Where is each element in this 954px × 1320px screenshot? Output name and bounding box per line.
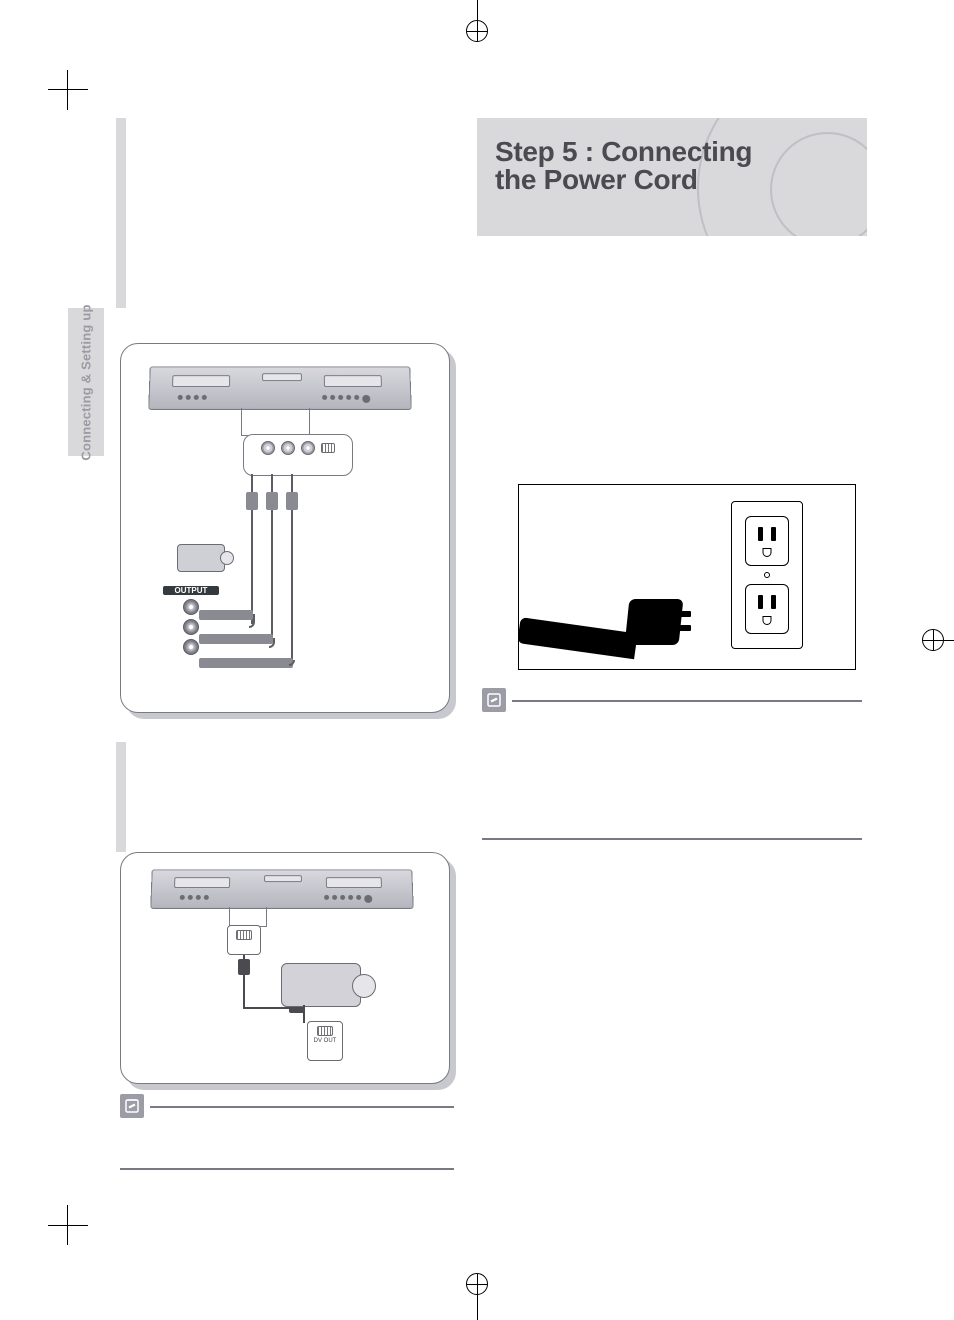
crop-mark-top: [457, 0, 497, 30]
camcorder-dv-icon: [281, 963, 361, 1007]
diagram-av-in: OUTPUT: [120, 343, 450, 713]
jack-2b: [199, 634, 273, 644]
dv-cable-3: [303, 1005, 305, 1023]
camcorder-icon: [177, 544, 225, 572]
callout-line-2: [309, 408, 310, 436]
cable-bend-2: [269, 638, 275, 648]
plug-prongs: [679, 605, 691, 637]
output-jacks: OUTPUT: [163, 586, 219, 659]
output-label: OUTPUT: [163, 586, 219, 595]
dv-out-port: DV OUT: [307, 1021, 343, 1061]
note-rule-bottom: [120, 1168, 454, 1170]
crop-mark-bottom: [457, 1285, 497, 1315]
jack-1a: [246, 492, 258, 510]
jack-3a: [286, 492, 298, 510]
dv-plug-top: [238, 959, 250, 975]
power-cord: [517, 617, 637, 659]
crop-mark-right: [924, 620, 954, 660]
outlet-bottom: [745, 584, 789, 634]
dv-in-port: [227, 925, 261, 955]
power-note-rule-bottom: [482, 838, 862, 840]
case-bar-1: [116, 118, 126, 308]
step-title: Step 5 : Connecting the Power Cord: [495, 138, 797, 194]
dv-cable-2: [243, 1007, 295, 1009]
step-header: Step 5 : Connecting the Power Cord: [477, 118, 867, 236]
jack-1b: [199, 610, 253, 620]
crop-corner-top-left: [28, 50, 88, 110]
dv-callout-line: [229, 907, 267, 927]
section-tab-label: Connecting & Setting up: [79, 304, 94, 460]
power-note-icon: [482, 688, 506, 712]
crop-corner-bottom-left: [28, 1205, 88, 1265]
cable-bend-1: [249, 614, 255, 628]
section-tab: Connecting & Setting up: [68, 308, 104, 456]
outlet-top: [745, 516, 789, 566]
callout-line: [241, 408, 311, 436]
power-plug: [625, 599, 684, 645]
dvd-recorder-icon-2: [150, 869, 413, 909]
power-note-rule-top: [512, 700, 862, 702]
jack-3b: [199, 658, 293, 668]
cable-bend-3: [289, 660, 295, 666]
wall-plate: [731, 501, 803, 649]
power-outlet-diagram: [518, 484, 856, 670]
dv-out-label: DV OUT: [308, 1038, 342, 1044]
av-port-panel: [243, 434, 353, 476]
diagram-dv-in: DV OUT: [120, 852, 450, 1084]
note-icon: [120, 1094, 144, 1118]
dvd-recorder-icon: [148, 366, 412, 410]
note-rule-top: [150, 1106, 454, 1108]
case-bar-2: [116, 742, 126, 852]
jack-2a: [266, 492, 278, 510]
